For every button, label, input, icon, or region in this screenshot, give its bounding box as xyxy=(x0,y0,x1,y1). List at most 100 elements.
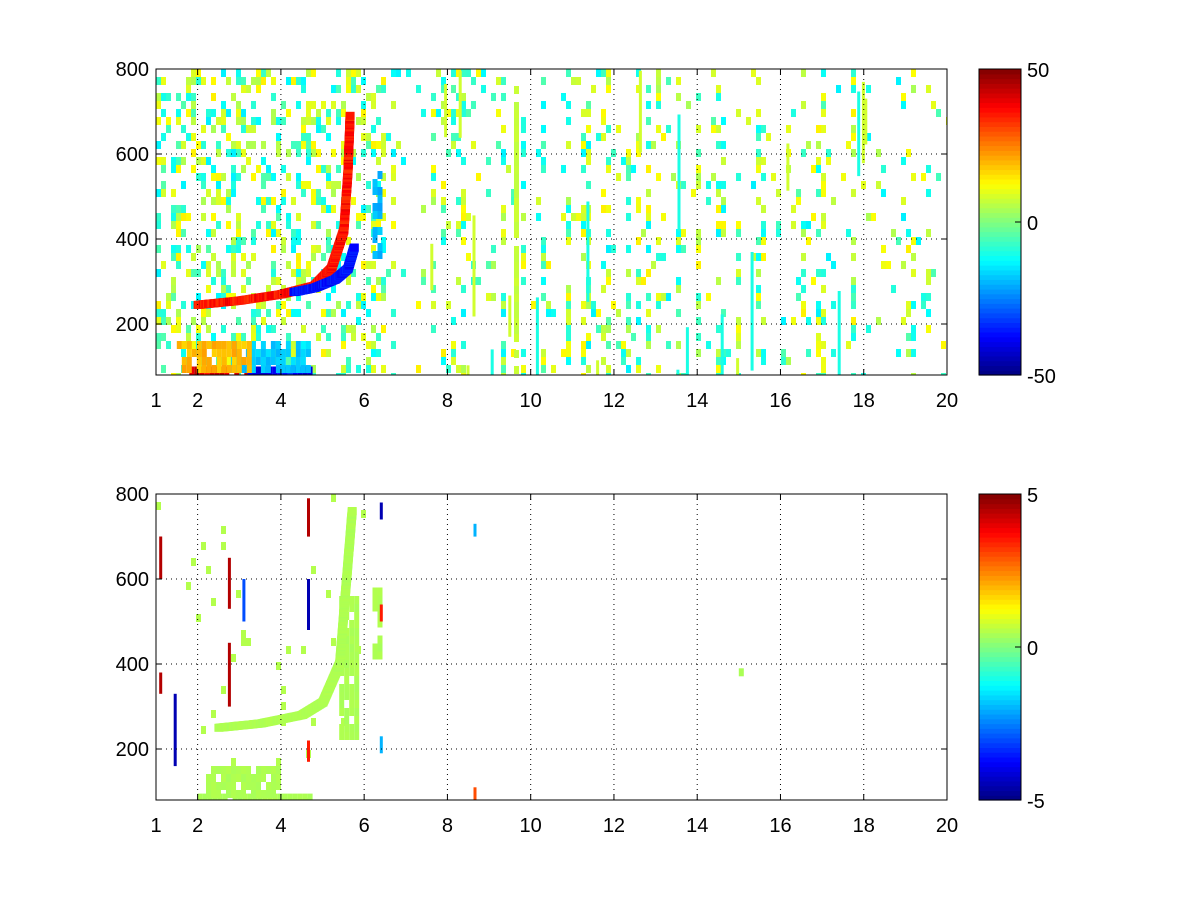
heatmap-cell xyxy=(891,229,896,237)
heatmap-cell xyxy=(216,173,221,181)
heatmap-band-cell xyxy=(271,766,276,774)
heatmap-cell xyxy=(181,349,186,357)
heatmap-cell xyxy=(176,165,181,173)
heatmap-cell xyxy=(196,157,201,165)
heatmap-cell xyxy=(166,341,171,349)
heatmap-cell xyxy=(841,173,846,181)
colorbar-swatch xyxy=(979,279,1021,285)
heatmap-band-cell xyxy=(372,179,378,187)
colorbar-swatch xyxy=(979,183,1021,190)
heatmap-band-cell xyxy=(297,793,303,800)
heatmap-cell xyxy=(441,117,446,125)
y-tick-label: 400 xyxy=(116,229,149,251)
heatmap-cell xyxy=(201,726,206,734)
heatmap-cell xyxy=(366,261,371,269)
heatmap-cell xyxy=(251,173,256,181)
heatmap-cell xyxy=(471,101,476,109)
heatmap-cell xyxy=(181,229,186,237)
heatmap-band-cell xyxy=(295,349,301,357)
heatmap-cell xyxy=(441,357,446,365)
colorbar-swatch xyxy=(979,317,1021,324)
heatmap-cell xyxy=(341,333,346,341)
heatmap-band-cell xyxy=(372,251,378,259)
heatmap-cell xyxy=(721,221,726,229)
heatmap-cell xyxy=(346,85,351,93)
heatmap-cell xyxy=(201,261,206,269)
heatmap-cell xyxy=(256,301,261,309)
heatmap-cell xyxy=(416,85,421,93)
heatmap-band-cell xyxy=(226,790,231,798)
heatmap-band-cell xyxy=(514,134,519,142)
heatmap-cell xyxy=(156,502,161,510)
heatmap-cell xyxy=(371,101,376,109)
heatmap-cell xyxy=(176,253,181,261)
heatmap-band-cell xyxy=(282,793,288,800)
heatmap-cell xyxy=(851,85,856,93)
heatmap-cell xyxy=(881,261,886,269)
heatmap-cell xyxy=(191,109,196,117)
heatmap-cell xyxy=(771,173,776,181)
heatmap-cell xyxy=(226,285,231,293)
heatmap-cell xyxy=(461,237,466,245)
heatmap-cell xyxy=(251,253,256,261)
heatmap-cell xyxy=(821,309,826,317)
heatmap-cell xyxy=(626,301,631,309)
heatmap-cell xyxy=(356,213,361,221)
colorbar-swatch xyxy=(979,250,1021,257)
heatmap-cell xyxy=(581,109,586,117)
heatmap-band-cell xyxy=(377,251,383,259)
heatmap-cell xyxy=(166,117,171,125)
heatmap-band-cell xyxy=(247,793,253,800)
heatmap-cell xyxy=(201,317,206,325)
heatmap-cell xyxy=(806,349,811,357)
heatmap-cell xyxy=(161,333,166,341)
heatmap-band-cell xyxy=(514,166,519,174)
heatmap-cell xyxy=(256,85,261,93)
heatmap-cell xyxy=(271,221,276,229)
heatmap-band-cell xyxy=(377,243,383,251)
heatmap-cell xyxy=(331,149,336,157)
heatmap-band-cell xyxy=(231,790,236,798)
heatmap-cell xyxy=(646,85,651,93)
heatmap-band-cell xyxy=(250,341,256,349)
heatmap-band-cell xyxy=(339,684,345,692)
colorbar-swatch xyxy=(979,776,1021,782)
heatmap-cell xyxy=(281,237,286,245)
heatmap-cell xyxy=(761,357,766,365)
heatmap-cell xyxy=(261,141,266,149)
heatmap-cell xyxy=(276,141,281,149)
heatmap-cell xyxy=(261,173,266,181)
heatmap-cell xyxy=(171,293,176,301)
heatmap-cell xyxy=(636,301,641,309)
heatmap-cell xyxy=(926,165,931,173)
heatmap-cell xyxy=(451,341,456,349)
heatmap-cell xyxy=(201,309,206,317)
heatmap-cell xyxy=(521,261,526,269)
colorbar-swatch xyxy=(979,88,1021,94)
heatmap-cell xyxy=(561,93,566,101)
heatmap-cell xyxy=(571,77,576,85)
heatmap-band-cell xyxy=(221,782,226,790)
heatmap-cell xyxy=(206,157,211,165)
colorbar-swatch xyxy=(979,565,1021,572)
heatmap-cell xyxy=(226,189,231,197)
heatmap-cell xyxy=(336,261,341,269)
heatmap-band-cell xyxy=(514,222,519,230)
heatmap-cell xyxy=(236,229,241,237)
heatmap-cell xyxy=(581,253,586,261)
heatmap-band-cell xyxy=(349,700,355,708)
heatmap-cell xyxy=(676,309,681,317)
heatmap-cell xyxy=(541,357,546,365)
heatmap-cell xyxy=(416,301,421,309)
heatmap-cell xyxy=(451,85,456,93)
heatmap-cell xyxy=(716,221,721,229)
colorbar-swatch xyxy=(979,752,1021,758)
colorbar-swatch xyxy=(979,651,1021,658)
x-tick-label: 18 xyxy=(853,815,875,837)
heatmap-band-cell xyxy=(255,357,261,365)
heatmap-cell xyxy=(311,245,316,253)
heatmap-cell xyxy=(291,309,296,317)
heatmap-cell xyxy=(311,141,316,149)
colorbar-swatch xyxy=(979,680,1021,686)
heatmap-cell xyxy=(646,269,651,277)
